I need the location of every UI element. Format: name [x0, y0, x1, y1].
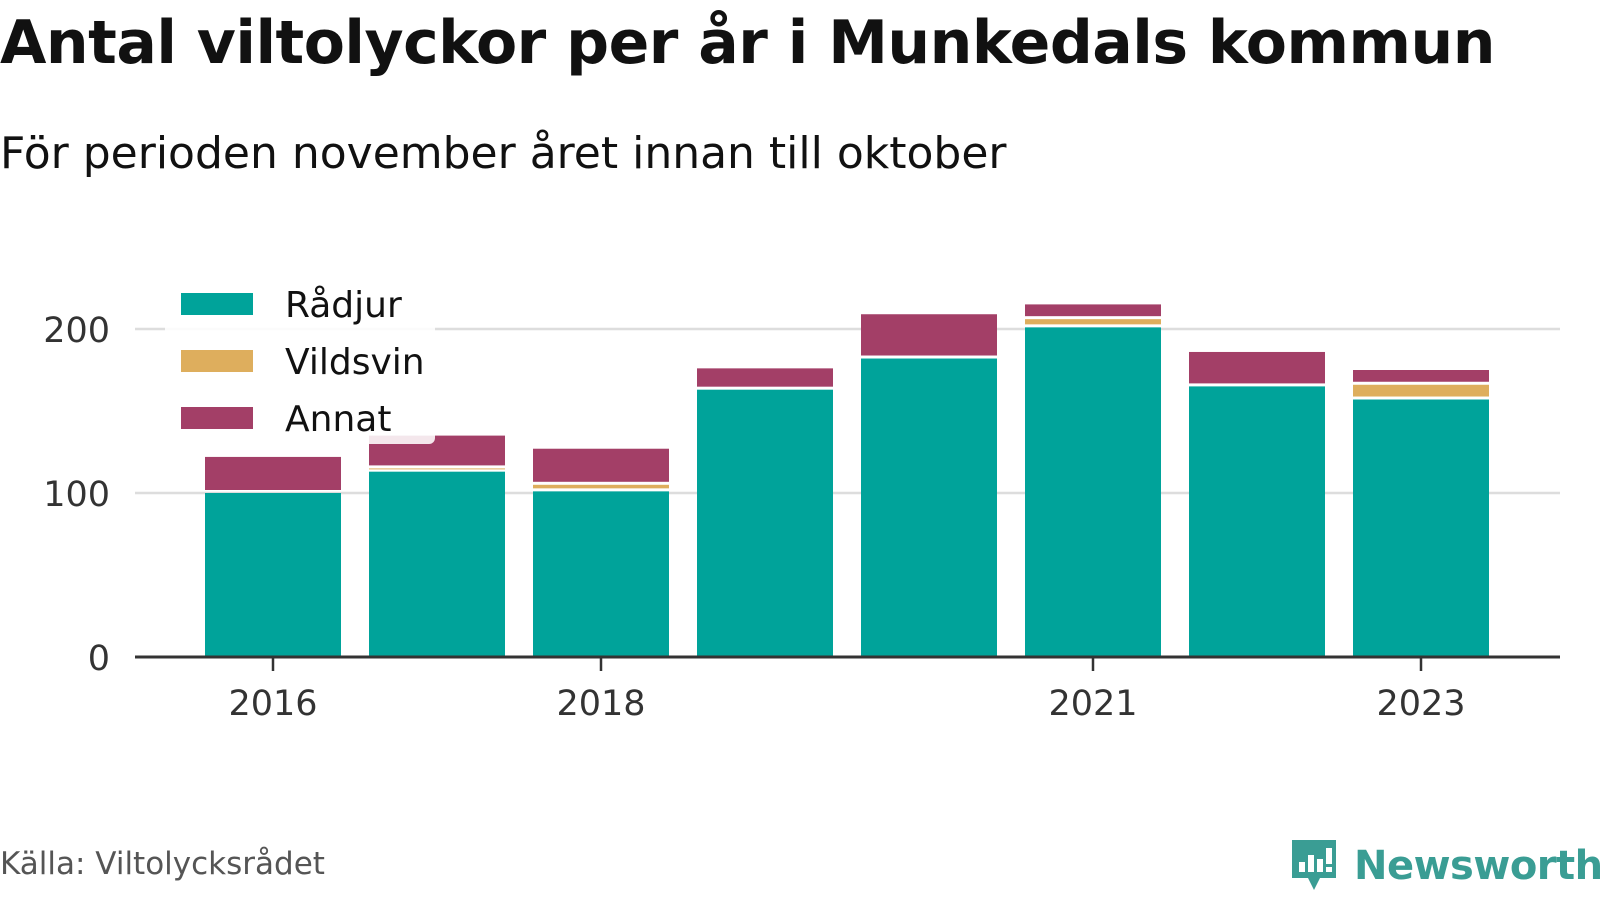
bar-2023-series-0 [1353, 399, 1489, 657]
bar-2021-series-1 [1025, 319, 1161, 325]
y-tick-label: 0 [88, 639, 110, 679]
bar-2023-series-1 [1353, 384, 1489, 397]
x-tick-label: 2021 [1048, 684, 1137, 724]
bar-2019-series-0 [697, 389, 833, 657]
brand-logo: Newsworthy [1288, 836, 1600, 896]
legend: Rådjur Vildsvin Annat [165, 282, 435, 444]
chart-subtitle: För perioden november året innan till ok… [0, 128, 1007, 179]
y-axis-ticks: 0 100 200 [43, 311, 110, 679]
newsworthy-logo-icon [1292, 840, 1336, 890]
bars [205, 304, 1489, 657]
bar-2023-series-2 [1353, 370, 1489, 382]
bar-2017-series-0 [369, 471, 505, 657]
legend-swatch [181, 407, 253, 429]
bar-2018-series-2 [533, 448, 669, 482]
x-tick-label: 2023 [1376, 684, 1465, 724]
source-note: Källa: Viltolycksrådet [0, 846, 325, 882]
legend-swatch [181, 293, 253, 315]
bar-2018-series-0 [533, 491, 669, 657]
bar-2019-series-2 [697, 368, 833, 387]
legend-background [165, 282, 435, 444]
legend-label: Annat [285, 399, 391, 440]
brand-name: Newsworthy [1354, 843, 1600, 889]
bar-2018-series-1 [533, 484, 669, 489]
legend-swatch [181, 350, 253, 372]
y-tick-label: 100 [43, 475, 110, 515]
bar-2022-series-2 [1189, 351, 1325, 384]
legend-label: Vildsvin [285, 342, 425, 383]
bar-2020-series-0 [861, 358, 997, 657]
bar-2022-series-0 [1189, 386, 1325, 657]
chart-title: Antal viltolyckor per år i Munkedals kom… [0, 8, 1495, 78]
x-axis-ticks: 2016 2018 2021 2023 [228, 657, 1466, 724]
bar-2021-series-2 [1025, 304, 1161, 317]
legend-label: Rådjur [285, 285, 402, 326]
bar-2017-series-1 [369, 468, 505, 470]
x-tick-label: 2016 [228, 684, 317, 724]
bar-2016-series-2 [205, 456, 341, 490]
bar-2016-series-0 [205, 493, 341, 657]
x-tick-label: 2018 [556, 684, 645, 724]
y-tick-label: 200 [43, 311, 110, 351]
bar-2020-series-2 [861, 314, 997, 356]
bar-2021-series-0 [1025, 327, 1161, 657]
